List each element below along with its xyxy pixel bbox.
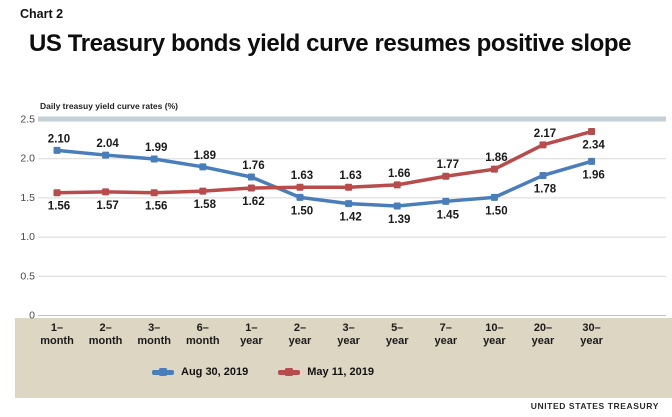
- x-tick-label: 7– year: [434, 322, 458, 347]
- x-tick-label: 1– month: [40, 322, 74, 347]
- legend-item-aug: Aug 30, 2019: [152, 366, 248, 378]
- x-tick-label: 3– year: [337, 322, 360, 347]
- x-tick-label: 1– year: [240, 322, 263, 347]
- chart-title: US Treasury bonds yield curve resumes po…: [29, 30, 632, 57]
- x-tick-label: 6– month: [185, 322, 220, 347]
- x-tick-label: 30– year: [580, 322, 603, 347]
- legend-swatch-blue-icon: [152, 368, 174, 376]
- x-tick-label: 20– year: [531, 322, 555, 347]
- chart-legend: Aug 30, 2019 May 11, 2019: [152, 366, 374, 378]
- x-tick-label: 5– year: [385, 322, 409, 347]
- x-tick-label: 2– month: [88, 322, 123, 347]
- legend-label-aug: Aug 30, 2019: [181, 366, 249, 378]
- chart-kicker: Chart 2: [20, 7, 64, 21]
- x-tick-label: 3– month: [137, 322, 171, 347]
- x-tick-label: 10– year: [483, 322, 506, 347]
- source-attribution: UNITED STATES TREASURY: [530, 401, 659, 411]
- legend-swatch-red-icon: [278, 368, 301, 376]
- legend-item-may: May 11, 2019: [278, 366, 374, 378]
- x-axis-strip: [15, 318, 672, 398]
- x-tick-label: 2– year: [288, 322, 312, 347]
- legend-label-may: May 11, 2019: [307, 366, 374, 378]
